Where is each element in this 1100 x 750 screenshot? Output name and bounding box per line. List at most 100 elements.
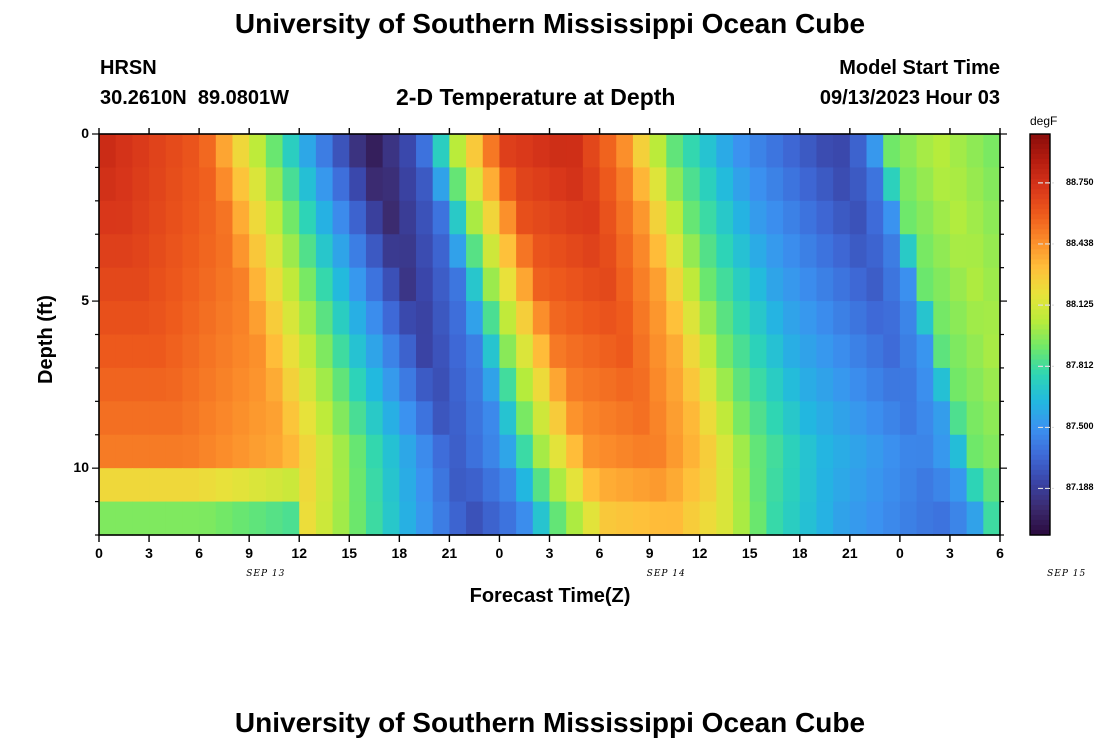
colorbar-segment	[1030, 324, 1050, 331]
colorbar-segment	[1030, 274, 1050, 280]
heatmap-cell	[249, 267, 267, 302]
heatmap-cell	[232, 434, 250, 469]
x-tick-label: 9	[245, 545, 254, 561]
heatmap-cell	[783, 200, 801, 235]
heatmap-cell	[833, 267, 851, 302]
heatmap-cell	[766, 334, 784, 369]
heatmap-cell	[382, 434, 400, 469]
heatmap-cell	[766, 468, 784, 503]
heatmap-cell	[582, 167, 601, 202]
colorbar-segment	[1030, 249, 1050, 255]
heatmap-cell	[416, 200, 434, 235]
heatmap-cell	[733, 334, 751, 369]
heatmap-cell	[532, 501, 551, 536]
heatmap-cell	[549, 401, 567, 436]
colorbar-segment	[1030, 504, 1050, 511]
heatmap-cell	[416, 134, 434, 169]
x-tick-label: 12	[291, 545, 307, 561]
heatmap-cell	[849, 200, 868, 235]
heatmap-cell	[616, 200, 634, 235]
colorbar-segment	[1030, 214, 1050, 220]
heatmap-cell	[215, 334, 234, 369]
heatmap-cell	[382, 167, 400, 202]
heatmap-cell	[549, 134, 567, 169]
heatmap-cell	[983, 301, 1001, 336]
heatmap-cell	[482, 401, 501, 436]
heatmap-cell	[349, 167, 367, 202]
colorbar-segment	[1030, 144, 1050, 150]
colorbar-segment	[1030, 374, 1050, 381]
heatmap-cell	[582, 367, 601, 402]
heatmap-cell	[199, 234, 217, 269]
heatmap-cell	[766, 401, 784, 436]
heatmap-cell	[849, 367, 868, 402]
heatmap-cell	[265, 434, 284, 469]
heatmap-cell	[532, 401, 551, 436]
heatmap-cell	[599, 267, 617, 302]
heatmap-cell	[949, 134, 968, 169]
colorbar-segment	[1030, 414, 1050, 421]
heatmap-cell	[232, 367, 250, 402]
heatmap-cell	[282, 434, 300, 469]
heatmap-cell	[949, 468, 968, 503]
heatmap-cell	[599, 134, 617, 169]
x-axis-label: Forecast Time(Z)	[469, 585, 631, 607]
heatmap-cell	[849, 301, 868, 336]
heatmap-cell	[432, 267, 450, 302]
heatmap-cell	[933, 200, 951, 235]
heatmap-cell	[766, 367, 784, 402]
heatmap-cell	[899, 401, 918, 436]
heatmap-cell	[933, 167, 951, 202]
heatmap-cell	[516, 167, 534, 202]
heatmap-cell	[816, 134, 834, 169]
heatmap-cell	[165, 434, 184, 469]
heatmap-cell	[899, 367, 918, 402]
colorbar-segment	[1030, 269, 1050, 275]
heatmap-cell	[399, 167, 417, 202]
heatmap-cell	[816, 401, 834, 436]
heatmap-cell	[966, 434, 984, 469]
colorbar-segment	[1030, 419, 1050, 426]
colorbar-segment	[1030, 224, 1050, 230]
colorbar-segment	[1030, 364, 1050, 371]
heatmap-cell	[549, 167, 567, 202]
heatmap-cell	[766, 267, 784, 302]
heatmap-cell	[466, 367, 484, 402]
heatmap-cell	[616, 167, 634, 202]
heatmap-cell	[165, 468, 184, 503]
heatmap-cell	[349, 434, 367, 469]
heatmap-cell	[916, 401, 934, 436]
colorbar-segment	[1030, 174, 1050, 180]
heatmap-cell	[733, 401, 751, 436]
heatmap-cell	[566, 434, 584, 469]
heatmap-cell	[949, 334, 968, 369]
colorbar-segment	[1030, 294, 1050, 301]
heatmap-cell	[749, 468, 768, 503]
heatmap-cell	[983, 267, 1001, 302]
heatmap-cell	[399, 401, 417, 436]
heatmap-cell	[115, 167, 133, 202]
heatmap-cell	[632, 267, 651, 302]
date-label: SEP 14	[646, 569, 686, 579]
x-tick-label: 18	[391, 545, 408, 561]
heatmap-cell	[466, 200, 484, 235]
heatmap-cell	[199, 301, 217, 336]
heatmap-cell	[199, 200, 217, 235]
heatmap-cell	[449, 200, 467, 235]
heatmap-cell	[199, 401, 217, 436]
heatmap-cell	[599, 501, 617, 536]
heatmap-cell	[315, 434, 334, 469]
colorbar-segment	[1030, 449, 1050, 456]
heatmap-cell	[115, 301, 133, 336]
heatmap-cell	[949, 234, 968, 269]
page-title: University of Southern Mississippi Ocean…	[234, 8, 866, 39]
heatmap-cell	[799, 134, 818, 169]
heatmap-cell	[733, 234, 751, 269]
heatmap-cell	[432, 367, 450, 402]
heatmap-cell	[883, 134, 901, 169]
colorbar-segment	[1030, 429, 1050, 436]
heatmap-cell	[532, 334, 551, 369]
heatmap-cell	[933, 401, 951, 436]
heatmap-cell	[399, 434, 417, 469]
y-tick-label: 5	[81, 292, 89, 309]
